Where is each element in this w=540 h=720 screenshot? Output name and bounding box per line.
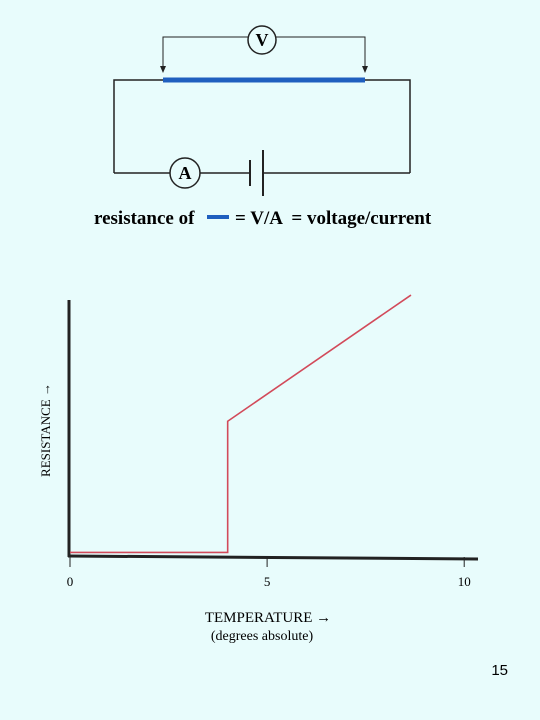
ammeter: [169, 157, 201, 189]
caption: resistance of: [94, 208, 195, 229]
x-tick-label: 0: [67, 574, 74, 589]
wire: [276, 36, 366, 68]
x-tick-label: 5: [264, 574, 271, 589]
x-axis: [67, 554, 479, 561]
x-axis-label: TEMPERATURE →: [205, 610, 331, 626]
x-tick-label: 10: [458, 574, 471, 589]
circuit: [113, 25, 411, 196]
page-number: 15: [491, 662, 508, 679]
line: [70, 294, 412, 554]
arrow: [362, 66, 368, 73]
chart: 0 5 10: [67, 294, 479, 589]
wire: [162, 36, 248, 68]
voltmeter: [247, 25, 277, 55]
voltmeter-label: V: [256, 30, 269, 50]
y-axis-label: RESISTANCE →: [38, 383, 53, 477]
caption: = V/A = voltage/current: [235, 208, 432, 229]
arrow: [160, 66, 166, 73]
ammeter-label: A: [179, 163, 192, 183]
x-axis-sublabel: (degrees absolute): [211, 629, 314, 644]
